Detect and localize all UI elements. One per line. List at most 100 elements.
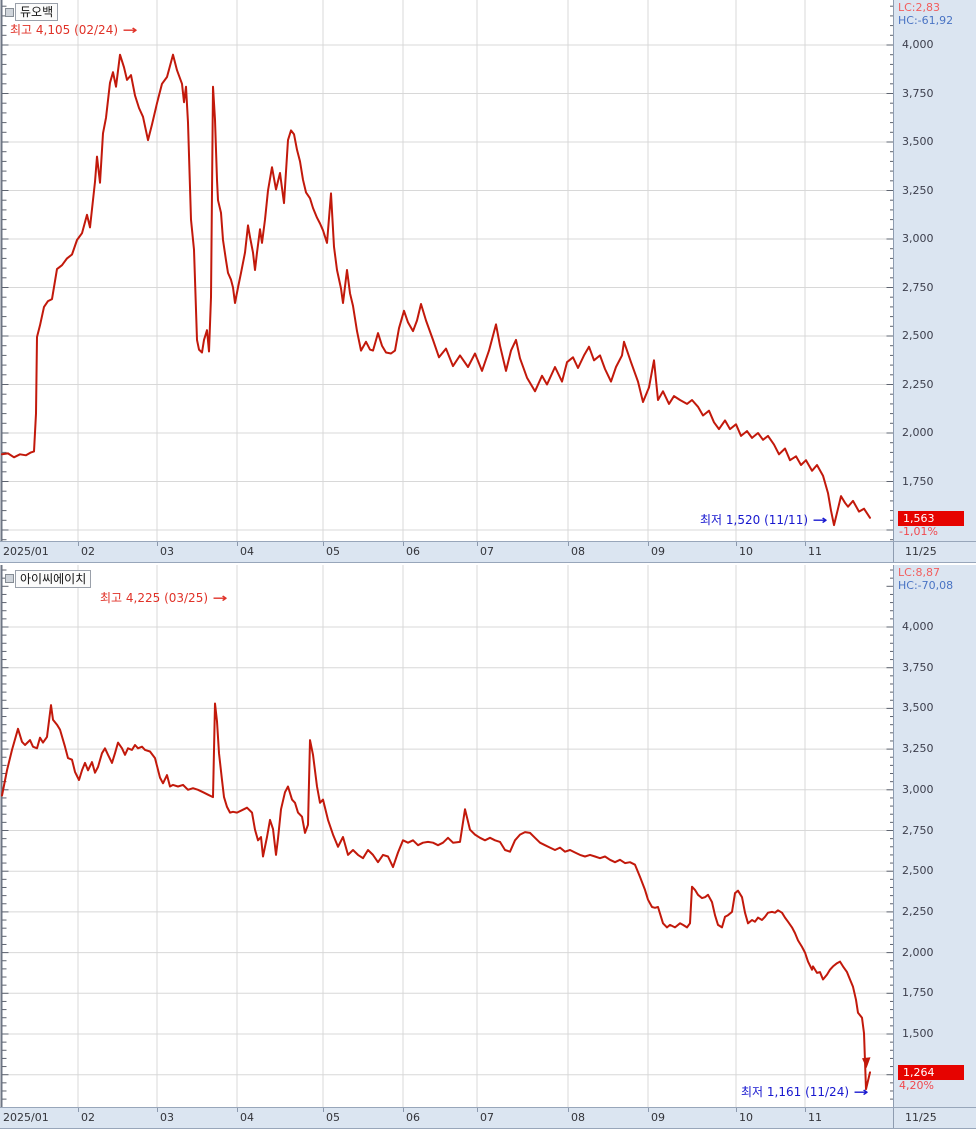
lc-value: LC:8,87 [898, 566, 941, 579]
y-tick-label: 2,500 [902, 864, 934, 878]
x-tick-label: 03 [160, 1111, 174, 1124]
price-line [1, 702, 871, 1091]
low-annotation: 최저 1,161 (11/24) → [741, 1083, 869, 1100]
price-chart-ich [0, 565, 893, 1107]
x-tick-label: 05 [326, 1111, 340, 1124]
price-end-arrow-icon [862, 1057, 871, 1069]
legend-bullet-icon [5, 574, 14, 583]
x-tick-label: 11 [808, 545, 822, 558]
y-tick-label: 3,500 [902, 701, 934, 715]
stock-name-chip[interactable]: 듀오백 [15, 3, 59, 21]
y-tick-label: 2,250 [902, 904, 934, 918]
x-tick-label: 02 [81, 1111, 95, 1124]
chart-panel-duoback: LC:2,83 HC:-61,92 1,563 -1,01% 4,000 3,75… [0, 0, 976, 563]
hc-value: HC:-70,08 [898, 579, 954, 592]
x-tick-mark [805, 1108, 806, 1112]
date-axis: 11/25 2025/01 02 03 04 05 06 07 08 09 10 11 [0, 541, 976, 563]
low-annotation-text: 최저 1,520 (11/11) [700, 513, 809, 527]
x-tick-label: 04 [240, 545, 254, 558]
axis-corner-divider [893, 1108, 894, 1128]
x-tick-mark [237, 1108, 238, 1112]
right-arrow-icon: → [812, 513, 828, 527]
x-tick-mark [477, 1108, 478, 1112]
x-tick-mark [157, 1108, 158, 1112]
x-tick-mark [403, 1108, 404, 1112]
right-arrow-icon: → [853, 1085, 869, 1099]
x-tick-mark [78, 542, 79, 546]
y-tick-label: 2,500 [902, 329, 934, 342]
last-price-badge: 1,563 [898, 510, 964, 526]
price-axis-panel: LC:8,87 HC:-70,08 1,264 4,20% 4,000 3,750… [893, 565, 976, 1107]
y-tick-label: 2,750 [902, 823, 934, 837]
y-tick-label: 3,000 [902, 782, 934, 796]
y-tick-label: 3,250 [902, 183, 934, 197]
change-percent: -1,01% [899, 524, 938, 538]
x-tick-mark [477, 542, 478, 546]
high-annotation-text: 최고 4,225 (03/25) [100, 591, 209, 605]
x-tick-mark [805, 542, 806, 546]
x-tick-label: 05 [326, 545, 340, 558]
lc-value: LC:2,83 [898, 1, 941, 14]
x-tick-label: 09 [651, 1111, 665, 1124]
price-chart-duoback [0, 0, 893, 541]
hc-value: HC:-61,92 [898, 14, 954, 27]
x-tick-label: 07 [480, 1111, 494, 1124]
x-tick-label: 08 [571, 1111, 585, 1124]
x-tick-label: 04 [240, 1111, 254, 1124]
x-tick-mark [323, 542, 324, 546]
last-date-label: 11/25 [905, 545, 937, 558]
x-tick-label: 08 [571, 545, 585, 558]
legend-bullet-icon [5, 8, 14, 17]
low-annotation-text: 최저 1,161 (11/24) [741, 1085, 850, 1099]
y-tick-label: 2,000 [902, 945, 934, 959]
high-annotation: 최고 4,225 (03/25) → [100, 589, 228, 606]
y-tick-label: 2,750 [902, 280, 934, 294]
y-tick-label: 2,000 [902, 426, 934, 439]
y-tick-label: 4,000 [902, 620, 934, 633]
x-tick-mark [323, 1108, 324, 1112]
change-percent: 4,20% [899, 1079, 934, 1093]
chart-panel-ich: LC:8,87 HC:-70,08 1,264 4,20% 4,000 3,750… [0, 565, 976, 1136]
x-tick-label: 2025/01 [3, 1111, 49, 1124]
y-tick-label: 3,000 [902, 232, 934, 245]
x-tick-label: 10 [739, 1111, 753, 1124]
high-annotation-text: 최고 4,105 (02/24) [10, 23, 119, 37]
price-line [1, 53, 871, 527]
high-annotation: 최고 4,105 (02/24) → [10, 21, 138, 38]
x-tick-label: 2025/01 [3, 545, 49, 558]
x-tick-label: 02 [81, 545, 95, 558]
x-tick-label: 11 [808, 1111, 822, 1124]
y-tick-label: 1,750 [902, 986, 934, 1000]
date-axis: 11/25 2025/01 02 03 04 05 06 07 08 09 10 11 [0, 1107, 976, 1129]
stock-name-chip[interactable]: 아이씨에이치 [15, 570, 92, 588]
last-price-badge: 1,264 [898, 1065, 964, 1081]
y-tick-label: 4,000 [902, 38, 934, 51]
x-tick-mark [648, 1108, 649, 1112]
y-tick-label: 3,250 [902, 742, 934, 756]
x-tick-mark [736, 542, 737, 546]
x-tick-label: 09 [651, 545, 665, 558]
x-tick-mark [568, 542, 569, 546]
x-tick-mark [237, 542, 238, 546]
price-axis-panel: LC:2,83 HC:-61,92 1,563 -1,01% 4,000 3,75… [893, 0, 976, 541]
right-arrow-icon: → [122, 23, 138, 37]
x-tick-mark [78, 1108, 79, 1112]
right-arrow-icon: → [212, 591, 228, 605]
y-tick-label: 2,250 [902, 377, 934, 391]
y-tick-label: 3,750 [902, 660, 934, 674]
x-tick-mark [157, 542, 158, 546]
y-tick-label: 3,750 [902, 86, 934, 100]
y-tick-label: 1,750 [902, 474, 934, 488]
x-tick-mark [648, 542, 649, 546]
y-tick-label: 1,500 [902, 1027, 934, 1040]
x-tick-label: 06 [406, 1111, 420, 1124]
x-tick-label: 10 [739, 545, 753, 558]
x-tick-label: 03 [160, 545, 174, 558]
y-tick-label: 3,500 [902, 135, 934, 148]
x-tick-label: 06 [406, 545, 420, 558]
x-tick-mark [736, 1108, 737, 1112]
axis-corner-divider [893, 542, 894, 562]
x-tick-mark [568, 1108, 569, 1112]
x-tick-label: 07 [480, 545, 494, 558]
